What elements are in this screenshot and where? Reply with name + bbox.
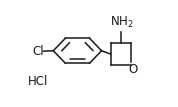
Text: O: O [128, 63, 137, 76]
Text: Cl: Cl [32, 45, 44, 58]
Text: HCl: HCl [28, 75, 48, 88]
Text: NH$_2$: NH$_2$ [110, 15, 134, 30]
